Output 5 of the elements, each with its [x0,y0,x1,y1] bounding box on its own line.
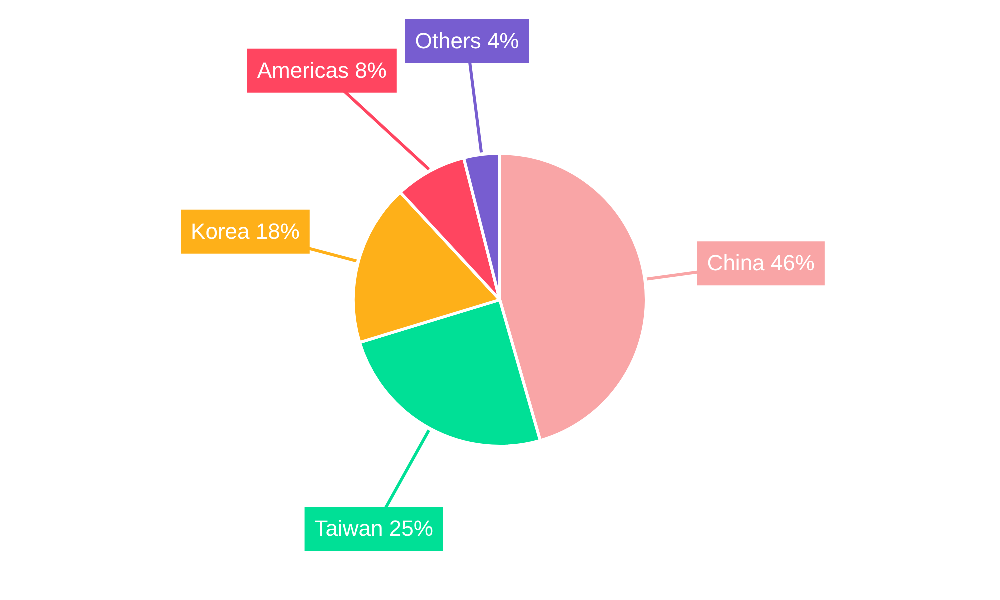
slice-label: Korea 18% [191,218,300,244]
slice-label: Taiwan 25% [314,516,434,542]
slice-label: China 46% [707,250,815,276]
slice-label: Americas 8% [257,58,387,83]
slice-label: Others 4% [415,28,520,54]
